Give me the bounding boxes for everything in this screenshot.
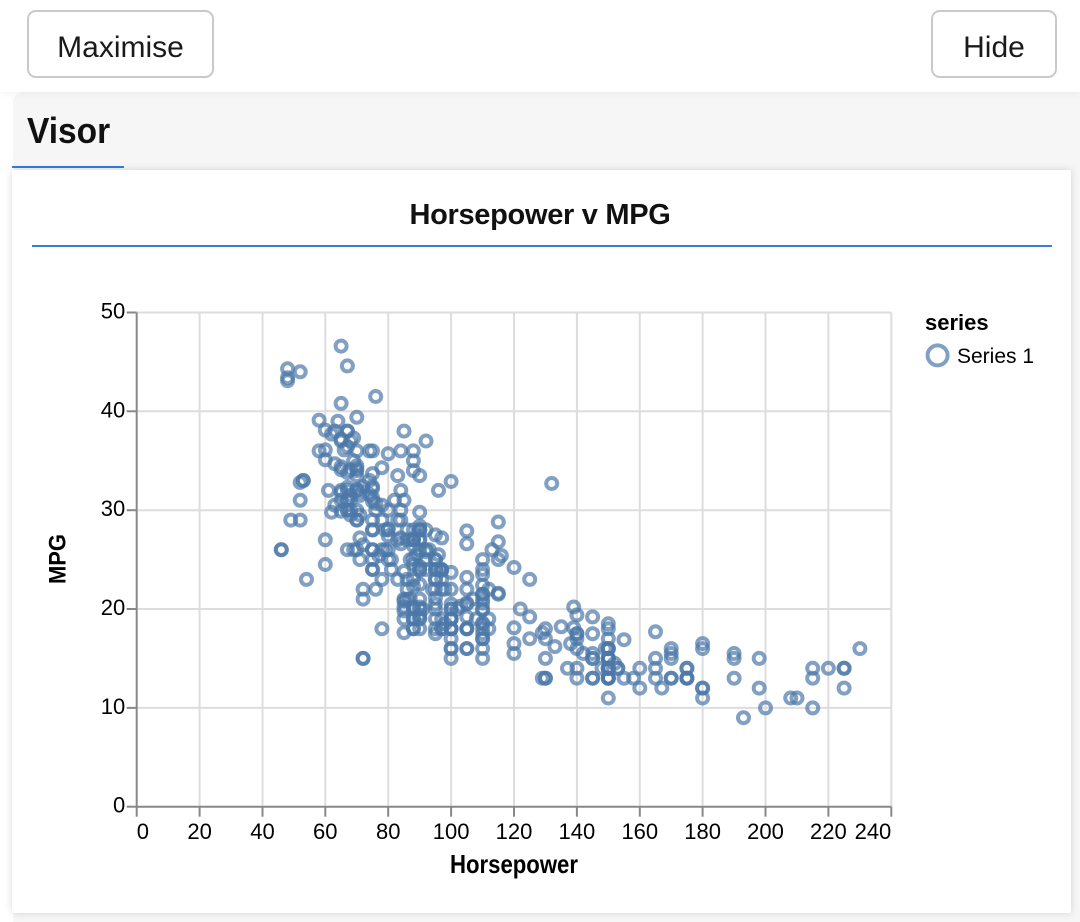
svg-text:240: 240 [855, 819, 892, 844]
svg-text:0: 0 [137, 819, 149, 844]
svg-text:200: 200 [747, 819, 784, 844]
svg-text:120: 120 [496, 819, 533, 844]
svg-text:series: series [925, 310, 989, 335]
svg-text:220: 220 [810, 819, 847, 844]
svg-text:0: 0 [113, 793, 125, 818]
svg-text:100: 100 [433, 819, 470, 844]
svg-text:MPG: MPG [45, 534, 72, 584]
svg-text:20: 20 [187, 819, 211, 844]
svg-text:180: 180 [684, 819, 721, 844]
svg-text:50: 50 [101, 299, 125, 324]
svg-text:140: 140 [559, 819, 596, 844]
svg-text:Series 1: Series 1 [957, 345, 1034, 368]
svg-text:20: 20 [101, 595, 125, 620]
svg-text:160: 160 [621, 819, 658, 844]
svg-text:60: 60 [313, 819, 337, 844]
svg-text:10: 10 [101, 694, 125, 719]
svg-text:40: 40 [101, 397, 125, 422]
svg-text:30: 30 [101, 496, 125, 521]
svg-text:40: 40 [250, 819, 274, 844]
svg-text:Horsepower: Horsepower [450, 849, 578, 879]
svg-text:80: 80 [376, 819, 400, 844]
